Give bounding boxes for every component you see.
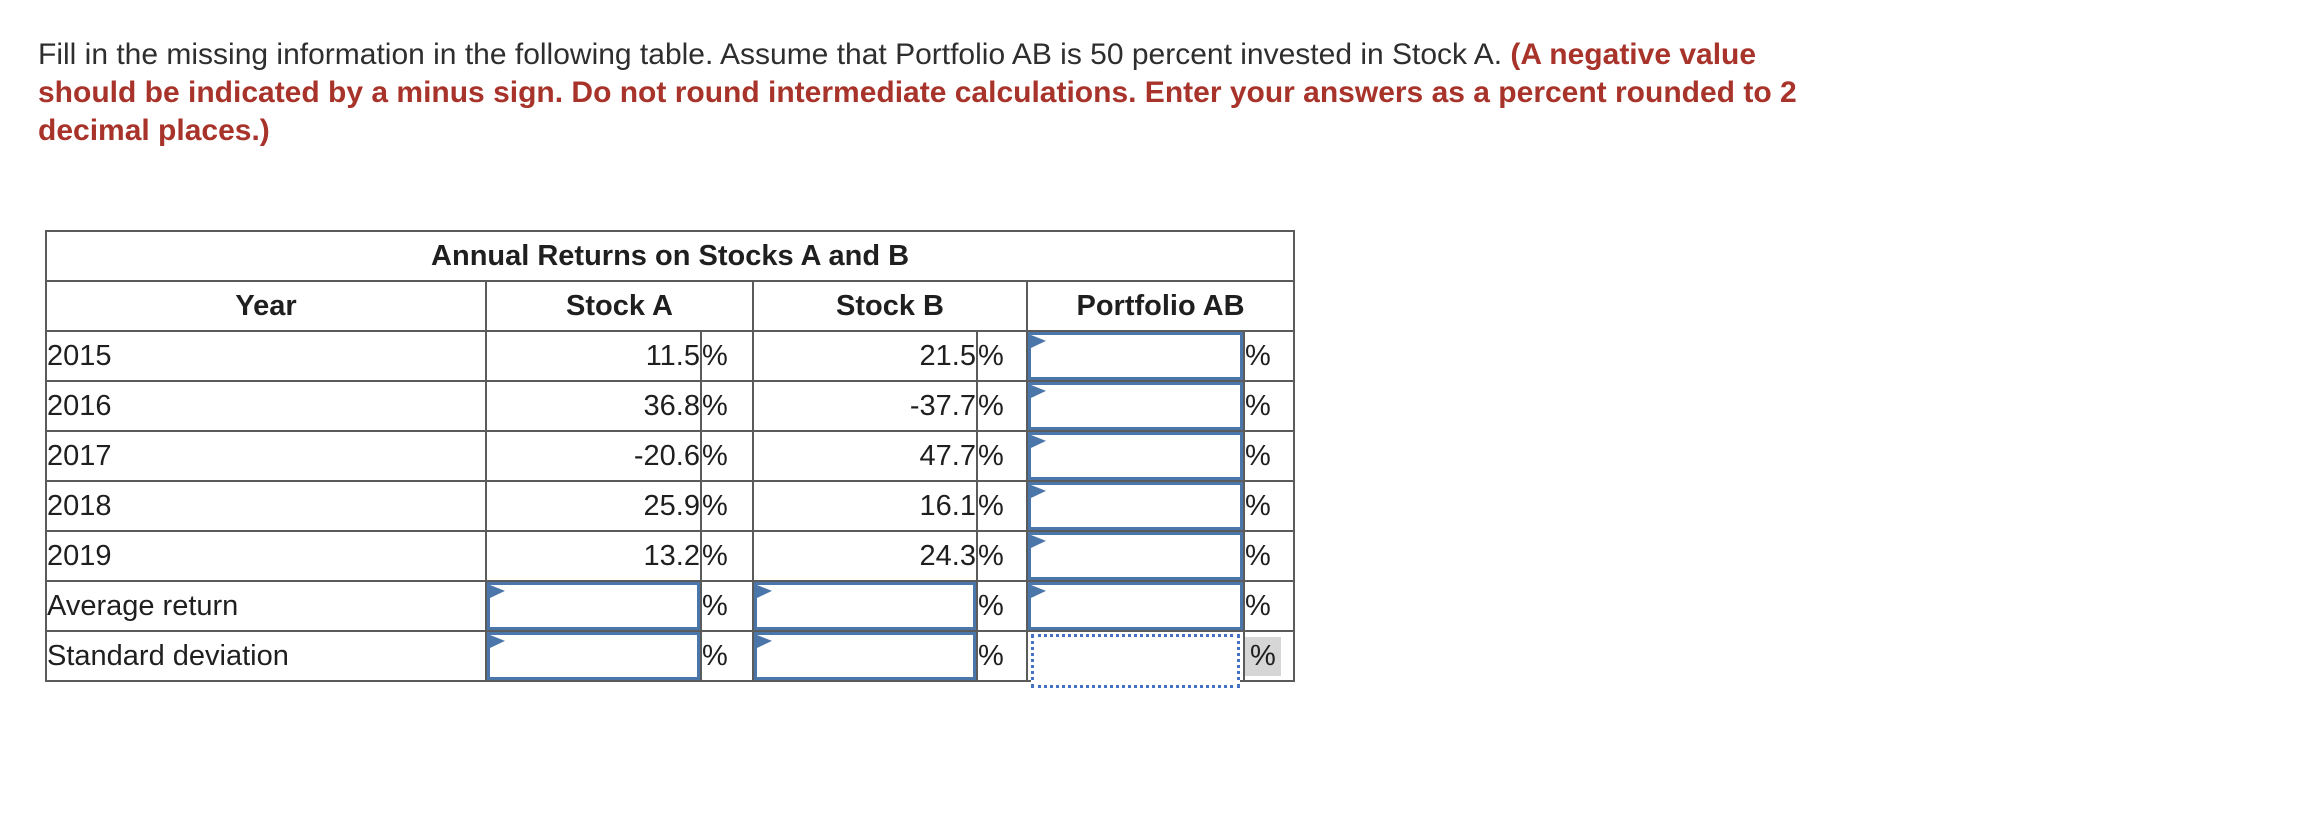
year-label: 2018	[45, 480, 487, 532]
stock-b-input-cell	[752, 580, 978, 632]
question-line-2: should be indicated by a minus sign. Do …	[38, 76, 1797, 109]
stock-b-value: -37.7	[752, 380, 978, 432]
percent-label: %	[1242, 480, 1296, 532]
stock-b-input-cell	[752, 630, 978, 682]
question-text-red: (A negative value	[1510, 38, 1757, 71]
table-row-standard-deviation: Standard deviation % % %	[45, 630, 1296, 688]
stock-b-value: 24.3	[752, 530, 978, 582]
percent-label: %	[976, 530, 1028, 582]
average-return-stock-a-input[interactable]	[490, 585, 697, 627]
table-title: Annual Returns on Stocks A and B	[44, 230, 1296, 282]
stock-a-input-cell	[485, 630, 702, 682]
answer-box	[754, 582, 976, 630]
percent-label: %	[1242, 630, 1296, 682]
question-text-black: Fill in the missing information in the f…	[38, 38, 1511, 71]
percent-label: %	[1242, 330, 1296, 382]
average-return-portfolio-ab-input[interactable]	[1031, 585, 1240, 627]
table-row-2016: 2016 36.8 % -37.7 % %	[45, 380, 1296, 432]
stock-a-input-cell	[485, 580, 702, 632]
stock-a-value: 36.8	[485, 380, 702, 432]
answer-box	[1028, 532, 1243, 580]
focused-answer-box	[1031, 634, 1240, 688]
portfolio-ab-input-2016[interactable]	[1031, 385, 1240, 427]
stock-a-value: 13.2	[485, 530, 702, 582]
portfolio-ab-input-cell	[1026, 480, 1245, 532]
portfolio-ab-input-cell	[1026, 580, 1245, 632]
portfolio-ab-input-cell	[1026, 530, 1245, 582]
year-label: 2015	[45, 330, 487, 382]
average-return-stock-b-input[interactable]	[757, 585, 973, 627]
table-row-2017: 2017 -20.6 % 47.7 % %	[45, 430, 1296, 482]
answer-box	[1028, 432, 1243, 480]
percent-label: %	[976, 330, 1028, 382]
percent-label: %	[700, 580, 754, 632]
portfolio-ab-input-2018[interactable]	[1031, 485, 1240, 527]
standard-deviation-portfolio-ab-input[interactable]	[1034, 637, 1237, 685]
stock-b-value: 47.7	[752, 430, 978, 482]
column-header-portfolio-ab: Portfolio AB	[1025, 280, 1296, 332]
answer-box	[1028, 582, 1243, 630]
percent-label: %	[700, 480, 754, 532]
column-header-year: Year	[45, 280, 487, 332]
percent-label: %	[976, 380, 1028, 432]
question-line-3: decimal places.)	[38, 114, 270, 147]
stock-a-value: -20.6	[485, 430, 702, 482]
percent-label: %	[976, 580, 1028, 632]
percent-label: %	[700, 630, 754, 682]
table-row-average-return: Average return % % %	[45, 580, 1296, 632]
table-title-row: Annual Returns on Stocks A and B	[44, 230, 1296, 282]
row-label: Standard deviation	[45, 630, 487, 682]
answer-box	[1028, 332, 1243, 380]
column-header-stock-a: Stock A	[485, 280, 754, 332]
table-row-2015: 2015 11.5 % 21.5 % %	[45, 330, 1296, 382]
year-label: 2016	[45, 380, 487, 432]
answer-box	[1028, 482, 1243, 530]
year-label: 2017	[45, 430, 487, 482]
percent-label: %	[700, 430, 754, 482]
question-line-1: Fill in the missing information in the f…	[38, 36, 2158, 74]
portfolio-ab-input-2019[interactable]	[1031, 535, 1240, 577]
row-label: Average return	[45, 580, 487, 632]
answer-box	[1028, 382, 1243, 430]
stock-a-value: 25.9	[485, 480, 702, 532]
annual-returns-table: Annual Returns on Stocks A and B Year St…	[44, 230, 1296, 688]
percent-label: %	[1242, 530, 1296, 582]
percent-label: %	[976, 480, 1028, 532]
question-text: Fill in the missing information in the f…	[38, 36, 2158, 150]
table-header-row: Year Stock A Stock B Portfolio AB	[45, 280, 1296, 332]
portfolio-ab-input-cell	[1026, 630, 1245, 688]
table-row-2019: 2019 13.2 % 24.3 % %	[45, 530, 1296, 582]
standard-deviation-stock-a-input[interactable]	[490, 635, 697, 677]
year-label: 2019	[45, 530, 487, 582]
stock-a-value: 11.5	[485, 330, 702, 382]
percent-label: %	[1242, 580, 1296, 632]
stock-b-value: 16.1	[752, 480, 978, 532]
percent-label: %	[1242, 380, 1296, 432]
percent-label: %	[700, 380, 754, 432]
percent-label: %	[700, 530, 754, 582]
percent-label: %	[976, 630, 1028, 682]
answer-box	[487, 582, 700, 630]
portfolio-ab-input-cell	[1026, 430, 1245, 482]
portfolio-ab-input-2015[interactable]	[1031, 335, 1240, 377]
portfolio-ab-input-2017[interactable]	[1031, 435, 1240, 477]
answer-box	[487, 632, 700, 680]
portfolio-ab-input-cell	[1026, 380, 1245, 432]
standard-deviation-stock-b-input[interactable]	[757, 635, 973, 677]
stock-b-value: 21.5	[752, 330, 978, 382]
percent-label: %	[1242, 430, 1296, 482]
portfolio-ab-input-cell	[1026, 330, 1245, 382]
percent-label: %	[700, 330, 754, 382]
percent-label: %	[976, 430, 1028, 482]
table-row-2018: 2018 25.9 % 16.1 % %	[45, 480, 1296, 532]
percent-label-highlighted: %	[1245, 636, 1281, 676]
column-header-stock-b: Stock B	[752, 280, 1028, 332]
answer-box	[754, 632, 976, 680]
